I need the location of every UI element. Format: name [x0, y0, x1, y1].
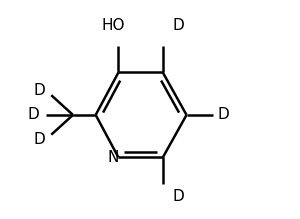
Text: D: D — [173, 18, 184, 33]
Text: D: D — [173, 189, 184, 204]
Text: N: N — [107, 150, 118, 165]
Text: D: D — [28, 108, 39, 122]
Text: D: D — [34, 83, 45, 98]
Text: D: D — [34, 132, 45, 147]
Text: D: D — [217, 108, 229, 122]
Text: HO: HO — [102, 18, 125, 33]
